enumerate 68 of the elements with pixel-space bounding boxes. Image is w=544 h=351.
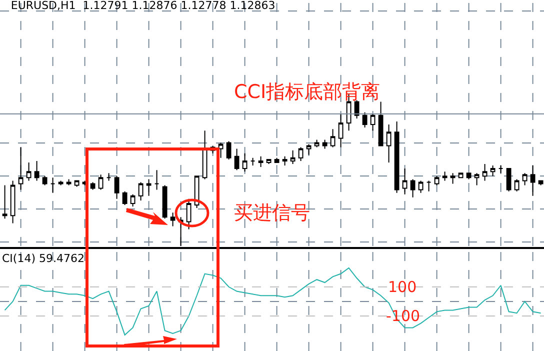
- candlestick: [538, 180, 544, 186]
- candlestick: [258, 156, 264, 168]
- candlestick: [442, 171, 448, 182]
- candlestick: [194, 176, 200, 209]
- candlestick: [90, 182, 96, 190]
- candlestick: [162, 184, 168, 220]
- candlestick: [514, 178, 520, 192]
- candlestick: [114, 176, 120, 200]
- candlestick: [226, 140, 232, 160]
- candlestick: [418, 180, 424, 194]
- candlestick: [498, 165, 504, 174]
- candlestick: [370, 113, 376, 132]
- candlestick: [42, 176, 48, 186]
- candlestick: [34, 160, 40, 182]
- candlestick: [522, 172, 528, 186]
- candlestick: [242, 152, 248, 172]
- candlestick: [530, 165, 536, 196]
- candlestick: [458, 172, 464, 178]
- candlestick: [306, 144, 312, 156]
- candlestick: [410, 178, 416, 198]
- ref-line-label: 100: [388, 278, 417, 296]
- candlestick: [506, 168, 512, 192]
- candlestick: [290, 150, 296, 164]
- annotation: 买进信号: [234, 202, 310, 224]
- candlestick: [378, 101, 384, 146]
- candlestick: [154, 170, 160, 190]
- candlestick: [394, 120, 400, 194]
- chart-title: EURUSD,H1 1.12791 1.12876 1.12778 1.12863: [10, 0, 276, 12]
- candlestick: [322, 139, 328, 150]
- annotation: CCI指标底部背离: [234, 81, 380, 103]
- candlestick: [130, 194, 136, 208]
- candlestick: [218, 142, 224, 158]
- candlestick: [122, 190, 128, 206]
- candlestick: [314, 139, 320, 148]
- candlestick: [274, 157, 280, 163]
- candlestick: [482, 164, 488, 182]
- candlestick: [50, 177, 56, 194]
- candlestick: [426, 180, 432, 192]
- candlestick: [298, 146, 304, 162]
- candlestick: [234, 148, 240, 171]
- candlestick: [402, 168, 408, 195]
- candlestick: [146, 178, 152, 196]
- candlestick: [10, 180, 16, 224]
- candlestick: [474, 172, 480, 186]
- candlestick: [98, 174, 104, 190]
- candlestick: [138, 182, 144, 201]
- candlestick: [354, 100, 360, 119]
- candlestick: [330, 128, 336, 148]
- candlestick: [106, 172, 112, 182]
- candlestick: [338, 113, 344, 148]
- candlestick: [466, 172, 472, 180]
- candlestick: [74, 180, 80, 188]
- candlestick: [386, 124, 392, 163]
- candlestick: [202, 130, 208, 180]
- candlestick: [434, 176, 440, 186]
- candlestick: [170, 212, 176, 227]
- candlestick: [66, 178, 72, 186]
- candlestick: [2, 184, 8, 220]
- annotation: CI(14) 59.4762: [2, 252, 84, 265]
- candlestick: [250, 157, 256, 166]
- candlestick: [450, 172, 456, 184]
- candlestick: [490, 165, 496, 177]
- candlestick: [26, 162, 32, 182]
- candlestick: [362, 112, 368, 128]
- candlestick: [58, 180, 64, 186]
- candlestick: [266, 158, 272, 164]
- candlestick: [18, 146, 24, 190]
- candlestick: [282, 156, 288, 166]
